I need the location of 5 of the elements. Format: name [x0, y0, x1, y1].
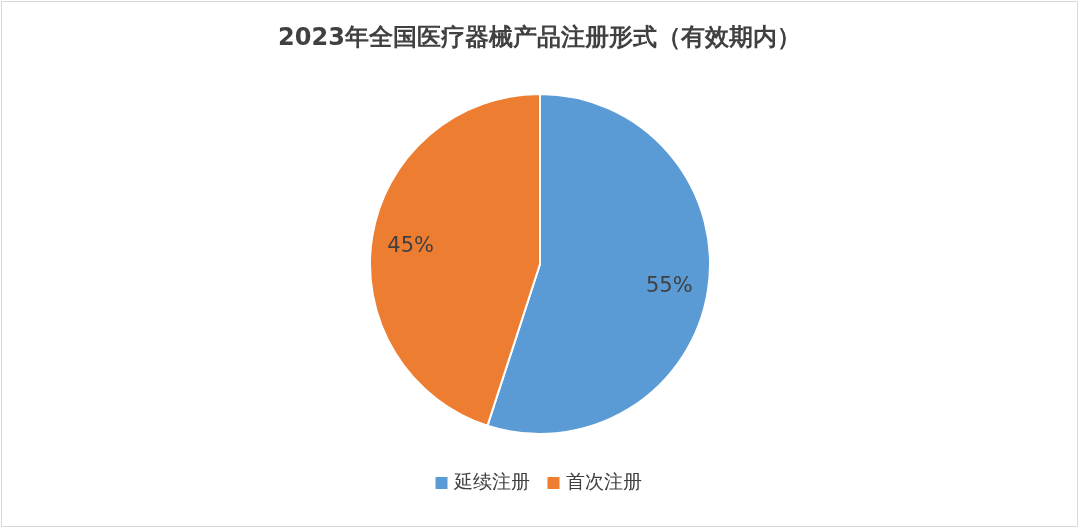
chart-title: 2023年全国医疗器械产品注册形式（有效期内）	[278, 23, 801, 51]
legend-label: 首次注册	[565, 470, 642, 492]
data-label: 45%	[387, 232, 435, 257]
legend-label: 延续注册	[452, 470, 530, 492]
data-label: 55%	[645, 273, 693, 298]
